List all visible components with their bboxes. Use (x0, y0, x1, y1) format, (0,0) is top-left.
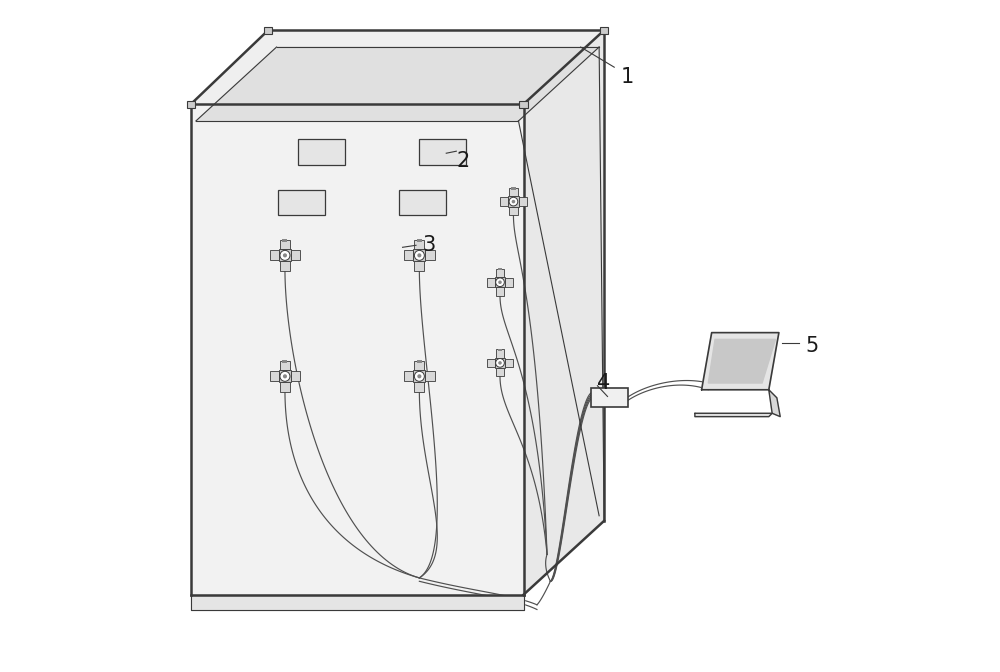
Circle shape (280, 372, 290, 381)
Circle shape (417, 374, 421, 378)
Bar (399, 190, 446, 215)
Text: 3: 3 (423, 235, 436, 255)
Bar (282, 239, 287, 242)
Bar (505, 278, 513, 286)
Bar (279, 370, 291, 382)
Text: 1: 1 (621, 67, 634, 87)
Bar (425, 251, 435, 260)
Bar (414, 361, 424, 370)
Circle shape (496, 359, 504, 367)
Polygon shape (695, 413, 772, 417)
Polygon shape (191, 30, 604, 104)
Bar (404, 372, 413, 381)
Bar (509, 188, 518, 196)
Bar (280, 261, 290, 271)
Circle shape (414, 251, 424, 260)
Bar (298, 139, 345, 165)
Text: 2: 2 (456, 151, 470, 171)
Bar (413, 370, 425, 382)
Bar (414, 382, 424, 392)
Bar (600, 27, 608, 34)
Circle shape (496, 278, 504, 286)
Bar (417, 239, 422, 242)
Polygon shape (702, 333, 779, 390)
Polygon shape (708, 339, 776, 383)
Circle shape (509, 198, 518, 206)
Bar (487, 278, 495, 286)
Bar (496, 349, 504, 358)
Bar (187, 101, 195, 108)
Text: 5: 5 (806, 336, 819, 356)
Bar (505, 359, 513, 367)
Bar (509, 207, 518, 215)
Circle shape (283, 253, 287, 257)
Bar (270, 372, 279, 381)
Bar (280, 361, 290, 370)
Bar (495, 358, 505, 368)
Bar (291, 251, 300, 260)
Circle shape (283, 374, 287, 378)
Bar (280, 240, 290, 249)
Bar (279, 249, 291, 261)
Bar (508, 196, 519, 207)
Circle shape (498, 361, 502, 365)
Bar (413, 249, 425, 261)
Bar (414, 240, 424, 249)
Bar (496, 269, 504, 277)
Bar (487, 359, 495, 367)
Text: 4: 4 (597, 373, 611, 393)
Polygon shape (196, 47, 599, 121)
Bar (414, 261, 424, 271)
Circle shape (512, 200, 515, 204)
Bar (278, 190, 325, 215)
Polygon shape (524, 30, 604, 595)
Bar (270, 251, 279, 260)
Bar (425, 372, 435, 381)
Bar (264, 27, 272, 34)
Bar (498, 349, 502, 351)
Bar (498, 268, 502, 270)
Polygon shape (191, 104, 524, 595)
Bar (419, 139, 466, 165)
Circle shape (417, 253, 421, 257)
Circle shape (498, 280, 502, 284)
Bar (519, 198, 527, 206)
Bar (417, 360, 422, 363)
Bar (282, 360, 287, 363)
Bar (591, 388, 628, 407)
Bar (496, 288, 504, 296)
Circle shape (414, 372, 424, 381)
Bar (500, 198, 508, 206)
Bar (519, 101, 528, 108)
Bar (496, 368, 504, 376)
Bar (511, 187, 516, 190)
Bar (291, 372, 300, 381)
Bar (280, 382, 290, 392)
Polygon shape (769, 390, 780, 417)
Polygon shape (191, 595, 524, 610)
Circle shape (280, 251, 290, 260)
Bar (495, 277, 505, 288)
Bar (404, 251, 413, 260)
